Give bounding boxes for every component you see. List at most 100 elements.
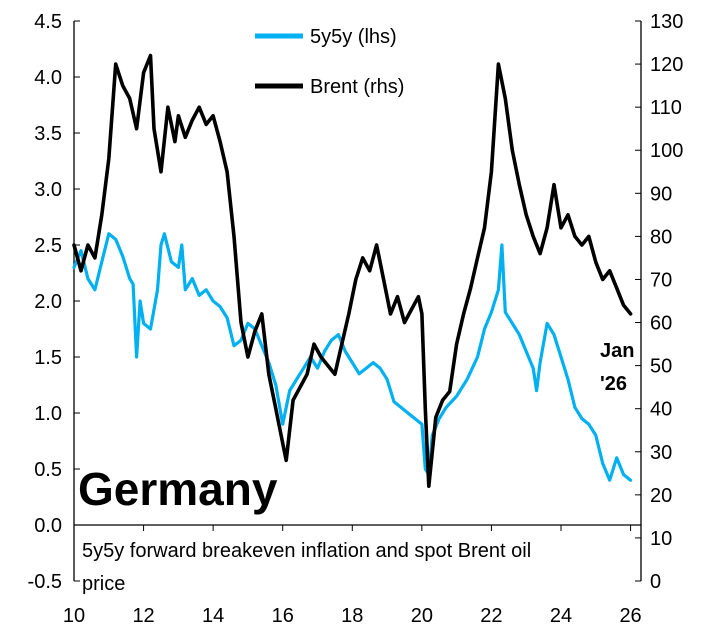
series-brent-point	[567, 214, 569, 216]
series-5y5y-point	[212, 300, 214, 302]
right-tick-label: 100	[650, 140, 683, 162]
series-5y5y-point	[407, 412, 409, 414]
series-brent-point	[184, 136, 186, 138]
series-5y5y	[72, 232, 633, 482]
series-brent-point	[532, 235, 534, 237]
series-brent-point	[630, 313, 632, 315]
series-brent-point	[275, 408, 277, 410]
series-brent-point	[424, 408, 426, 410]
series-5y5y-point	[574, 406, 576, 408]
series-brent-point	[588, 235, 590, 237]
series-brent-point	[410, 309, 412, 311]
series-5y5y-point	[115, 238, 117, 240]
series-brent-point	[174, 141, 176, 143]
series-brent-point	[581, 244, 583, 246]
series-brent-point	[212, 115, 214, 117]
series-brent-point	[313, 343, 315, 345]
series-5y5y-point	[233, 345, 235, 347]
series-5y5y-point	[421, 423, 423, 425]
series-5y5y-point	[553, 334, 555, 336]
series-5y5y-point	[337, 334, 339, 336]
series-5y5y-point	[497, 289, 499, 291]
series-brent-point	[198, 106, 200, 108]
series-brent-point	[463, 313, 465, 315]
series-brent-point	[574, 235, 576, 237]
series-5y5y-point	[511, 322, 513, 324]
series-brent-point	[299, 386, 301, 388]
series-5y5y-point	[351, 362, 353, 364]
series-5y5y-point	[101, 261, 103, 263]
series-5y5y-point	[525, 350, 527, 352]
x-axis: 10 12 14 16 18 20 22 24 26	[63, 524, 642, 627]
series-brent-point	[546, 227, 548, 229]
series-brent-point	[247, 356, 249, 358]
series-5y5y-point	[616, 457, 618, 459]
series-5y5y-point	[609, 479, 611, 481]
series-brent-point	[191, 119, 193, 121]
series-brent-point	[483, 227, 486, 229]
series-5y5y-point	[163, 233, 165, 235]
series-5y5y-point	[445, 406, 447, 408]
x-tick-label: 18	[341, 605, 363, 627]
series-brent-point	[254, 330, 256, 332]
series-brent-point	[306, 373, 308, 375]
series-5y5y-point	[393, 401, 395, 403]
left-tick-label: 2.0	[34, 291, 62, 313]
series-brent-point	[167, 106, 169, 108]
left-tick-label: 0.0	[34, 515, 62, 537]
x-tick-label: 24	[550, 605, 572, 627]
series-5y5y-point	[424, 468, 426, 470]
series-brent-point	[87, 244, 89, 246]
series-brent-point	[490, 171, 492, 173]
x-tick-label: 22	[480, 605, 502, 627]
series-5y5y-point	[483, 328, 486, 330]
right-tick-label: 80	[650, 226, 672, 248]
series-brent-point	[122, 85, 124, 87]
series-brent-point	[149, 54, 152, 57]
series-5y5y-point	[379, 367, 381, 369]
series-5y5y-point	[139, 300, 141, 302]
series-5y5y-point	[588, 423, 590, 425]
series-5y5y-point	[289, 390, 291, 392]
x-tick-label: 20	[411, 605, 433, 627]
series-5y5y-point	[247, 322, 249, 324]
series-5y5y-point	[330, 339, 332, 341]
series-5y5y-point	[205, 289, 207, 291]
series-5y5y-point	[490, 311, 492, 313]
caption-line-2: price	[82, 573, 125, 595]
x-tick-label: 14	[202, 605, 224, 627]
series-5y5y-point	[177, 266, 179, 268]
left-tick-label: 0.5	[34, 459, 62, 481]
series-brent-point	[553, 184, 555, 186]
series-brent-point	[177, 115, 179, 117]
series-brent-point	[327, 365, 329, 367]
right-tick-label: 0	[650, 571, 661, 593]
legend: 5y5y (lhs) Brent (rhs)	[255, 26, 404, 98]
series-brent-point	[421, 313, 423, 315]
right-tick-label: 60	[650, 313, 672, 335]
series-5y5y-point	[136, 356, 138, 358]
left-tick-label: 3.0	[34, 179, 62, 201]
series-5y5y-point	[181, 244, 183, 246]
legend-label-brent: Brent (rhs)	[310, 76, 404, 98]
series-5y5y-point	[80, 250, 82, 252]
series-brent-point	[362, 257, 364, 259]
series-5y5y-point	[630, 479, 632, 481]
series-5y5y-point	[532, 367, 534, 369]
series-brent-line	[72, 53, 633, 489]
series-brent-point	[73, 244, 75, 246]
series-5y5y-point	[581, 418, 583, 420]
series-brent-point	[560, 227, 562, 229]
series-brent-point	[226, 171, 228, 173]
series-5y5y-line	[72, 232, 633, 482]
series-brent-point	[160, 171, 162, 173]
series-brent-point	[595, 261, 597, 263]
series-5y5y-point	[414, 418, 416, 420]
left-axis: -0.5 0.0 0.5 1.0 1.5 2.0 2.5 3.0 3.5 4.0 4.5	[28, 11, 80, 593]
series-5y5y-point	[132, 283, 134, 285]
series-5y5y-point	[129, 278, 131, 280]
series-5y5y-point	[198, 294, 200, 296]
legend-label-5y5y: 5y5y (lhs)	[310, 26, 397, 48]
end-label-line-2: '26	[600, 373, 627, 395]
series-5y5y-point	[476, 356, 479, 358]
